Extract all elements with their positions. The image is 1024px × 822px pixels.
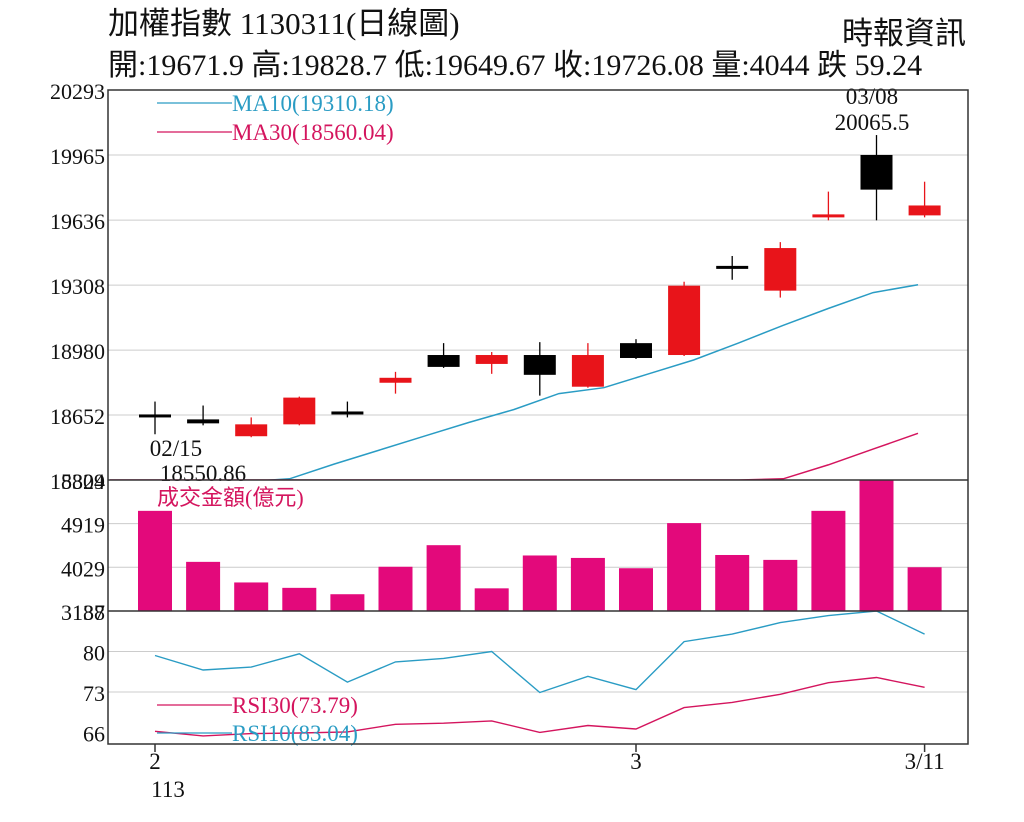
source-label: 時報資訊: [842, 16, 966, 51]
candle-body: [187, 419, 220, 424]
volume-bar: [378, 566, 413, 611]
candle-body: [139, 414, 171, 418]
volume-bar: [715, 554, 750, 611]
legend-label-ma30: MA30(18560.04): [232, 120, 394, 145]
volume-bar: [330, 594, 365, 611]
volume-bar: [859, 480, 894, 611]
volume-bar: [763, 559, 798, 611]
candle-body: [716, 265, 749, 269]
volume-tick-label: 4919: [61, 513, 105, 538]
volume-bar: [619, 568, 653, 611]
price-tick-label: 20293: [50, 79, 105, 104]
price-tick-label: 19636: [50, 209, 105, 234]
volume-tick-label: 5809: [61, 469, 105, 494]
volume-bar: [138, 510, 172, 611]
x-tick-label: 3: [630, 749, 642, 774]
candle-body: [475, 355, 508, 364]
chart-frame: [107, 89, 969, 745]
legend-label-ma10: MA10(19310.18): [232, 91, 394, 116]
candle-body: [620, 343, 652, 358]
candle-body: [668, 285, 701, 356]
x-tick-label: 3/11: [905, 749, 945, 774]
chart-title: 加權指數 1130311(日線圖): [108, 6, 460, 41]
volume-bar: [570, 557, 605, 611]
candle-body: [235, 424, 268, 437]
candle-body: [908, 205, 941, 216]
volume-bar: [667, 523, 702, 611]
candle-body: [764, 248, 797, 291]
volume-bar: [474, 588, 509, 611]
volume-bar: [522, 555, 557, 611]
rsi-tick-label: 66: [83, 721, 105, 746]
candle-body: [379, 377, 412, 383]
ohlc-summary: 開:19671.9 高:19828.7 低:19649.67 收:19726.0…: [108, 49, 923, 82]
price-tick-label: 19308: [50, 274, 105, 299]
x-tick-label: 2: [149, 749, 161, 774]
rsi-tick-label: 80: [83, 640, 105, 665]
volume-tick-label: 4029: [61, 556, 105, 581]
rsi-legend-label: RSI30(73.79): [232, 693, 358, 718]
rsi30-line: [154, 676, 925, 737]
candle-body: [331, 411, 364, 415]
candle-body: [571, 355, 604, 387]
candle-body: [523, 355, 556, 375]
volume-bar: [282, 587, 317, 611]
rsi-tick-label: 87: [83, 600, 105, 625]
high-annotation-date: 03/08: [846, 84, 898, 109]
low-annotation-date: 02/15: [150, 436, 202, 461]
rsi-tick-label: 73: [83, 681, 105, 706]
volume-bar: [811, 510, 846, 611]
candle-body: [427, 355, 460, 367]
candle-body: [812, 214, 845, 218]
price-tick-label: 18324: [50, 469, 105, 494]
volume-tick-label: 3138: [61, 600, 105, 625]
rsi10-line: [154, 611, 925, 694]
x-year-label: 113: [151, 777, 185, 802]
price-tick-label: 19965: [50, 144, 105, 169]
rsi-legend-label: RSI10(83.04): [232, 721, 358, 746]
candle-body: [283, 397, 316, 425]
price-tick-label: 18652: [50, 404, 105, 429]
price-tick-label: 18980: [50, 339, 105, 364]
ma10-line: [260, 283, 919, 480]
low-annotation-value: 18550.86: [160, 461, 246, 486]
volume-bar: [186, 561, 221, 611]
volume-bar: [234, 582, 269, 611]
volume-panel-label: 成交金額(億元): [157, 485, 304, 510]
volume-bar: [426, 545, 461, 611]
high-annotation-value: 20065.5: [835, 110, 910, 135]
volume-bar: [907, 567, 942, 611]
ma30-line: [110, 432, 919, 480]
candle-body: [860, 154, 893, 190]
